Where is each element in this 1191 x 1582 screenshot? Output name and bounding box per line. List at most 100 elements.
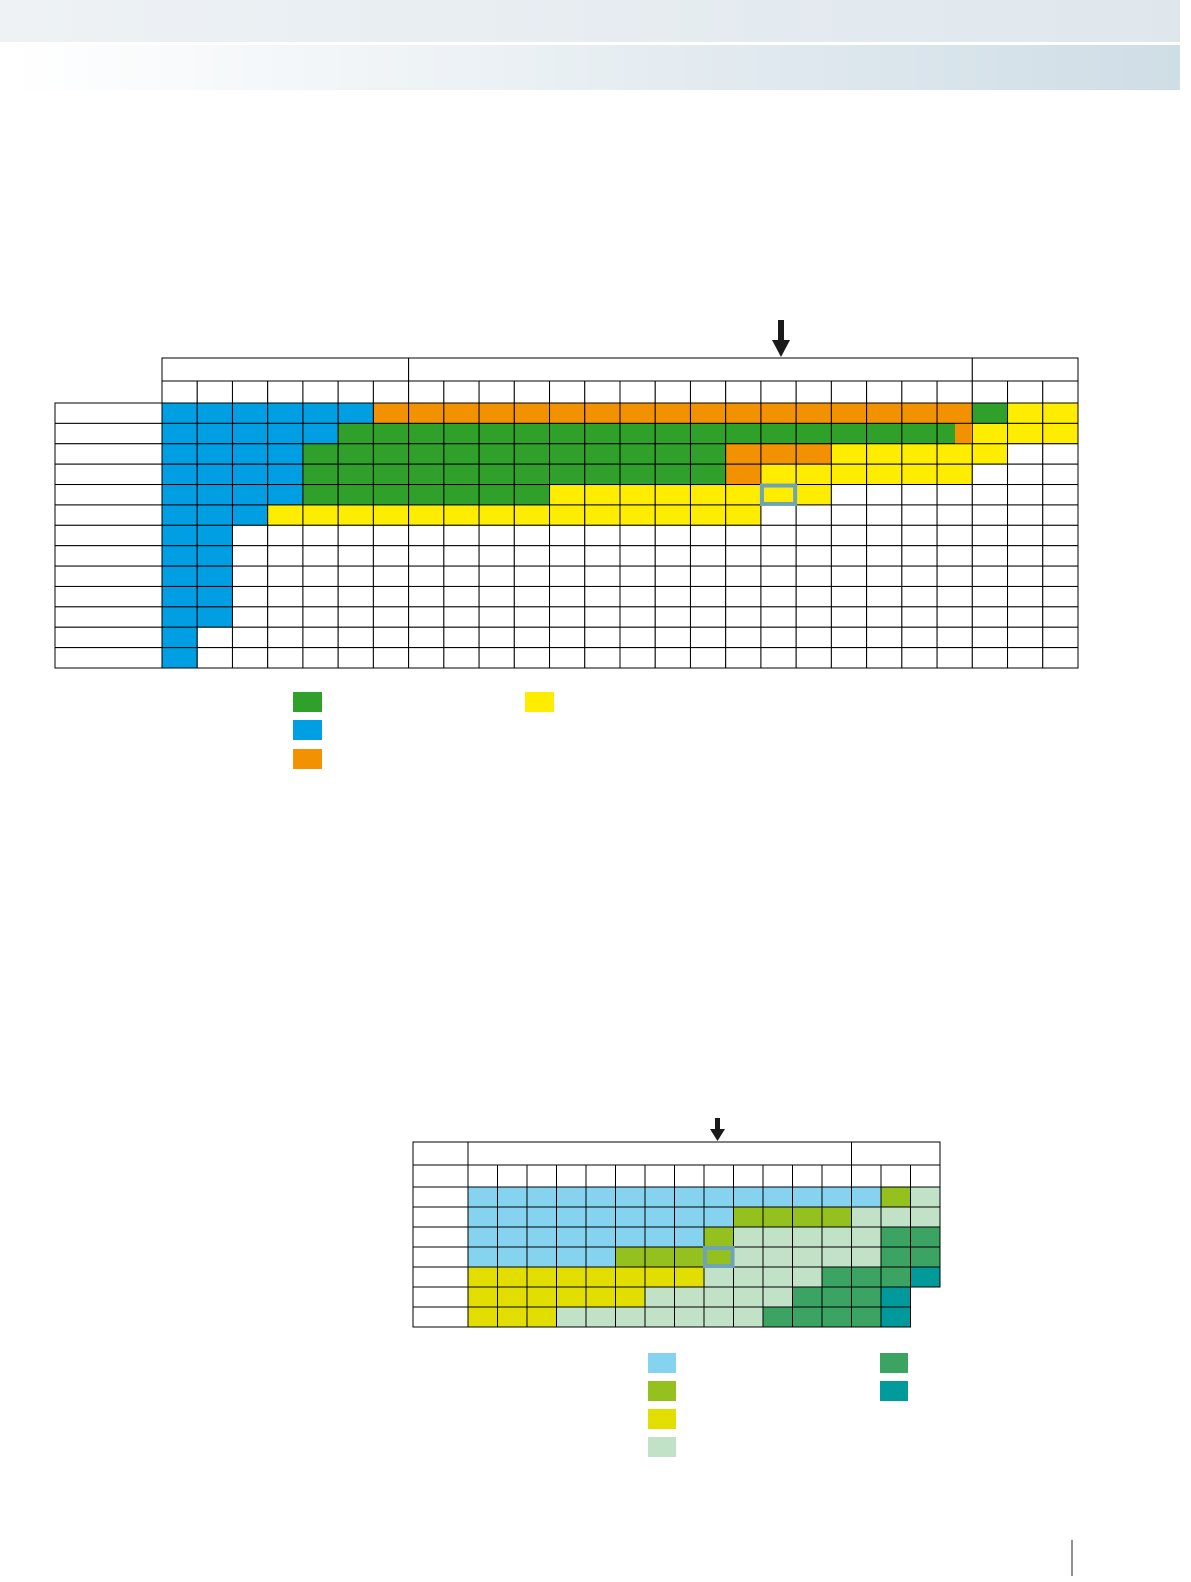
grid-cell <box>443 443 480 465</box>
grid-cell <box>267 626 304 649</box>
grid-cell <box>585 1226 616 1248</box>
grid-cell <box>478 402 515 424</box>
grid-cell <box>412 1164 469 1188</box>
grid-cell <box>302 463 339 486</box>
grid-cell <box>689 524 727 547</box>
grid-cell <box>196 402 233 424</box>
grid-cell <box>703 1306 734 1328</box>
grid-cell <box>161 380 198 404</box>
grid-cell <box>478 484 515 506</box>
grid-cell <box>478 422 515 445</box>
grid-cell <box>971 524 1009 547</box>
grid-cell <box>792 1206 823 1228</box>
grid-cell <box>901 585 938 608</box>
grid-cell <box>443 484 480 506</box>
grid-cell <box>851 1164 882 1188</box>
grid-cell <box>725 380 762 404</box>
grid-cell <box>161 606 198 628</box>
grid-cell <box>760 606 797 628</box>
grid-cell <box>795 606 832 628</box>
grid-cell <box>866 565 903 587</box>
grid-cell <box>971 545 1009 567</box>
grid-cell <box>830 647 868 669</box>
grid-cell <box>412 1141 469 1166</box>
header-band <box>0 0 1180 42</box>
grid-cell <box>851 1246 882 1268</box>
grid-cell <box>644 1186 675 1208</box>
grid-cell <box>556 1226 587 1248</box>
grid-cell <box>584 463 621 486</box>
grid-cell <box>549 565 586 587</box>
legend-swatch <box>880 1353 908 1373</box>
grid-cell <box>54 565 163 587</box>
grid-cell <box>762 1266 793 1288</box>
grid-cell <box>302 647 339 669</box>
grid-cell <box>302 422 339 445</box>
grid-cell <box>851 1186 882 1208</box>
grid-cell <box>1042 585 1079 608</box>
grid-cell <box>513 565 551 587</box>
grid-cell <box>478 585 515 608</box>
grid-cell <box>725 443 762 465</box>
grid-cell <box>556 1246 587 1268</box>
grid-cell <box>910 1164 941 1188</box>
grid-cell <box>467 1226 498 1248</box>
grid-cell <box>725 402 762 424</box>
grid-cell <box>936 443 973 465</box>
grid-cell <box>408 545 445 567</box>
grid-cell <box>231 504 269 526</box>
grid-cell <box>725 422 762 445</box>
grid-cell <box>513 626 551 649</box>
grid-cell <box>615 1266 646 1288</box>
legend-swatch <box>293 692 322 712</box>
grid-cell <box>196 606 233 628</box>
grid-cell <box>689 463 727 486</box>
grid-cell <box>231 422 269 445</box>
grid-cell <box>644 1246 675 1268</box>
grid-cell <box>830 380 868 404</box>
grid-cell <box>830 484 868 506</box>
grid-cell <box>644 1266 675 1288</box>
grid-cell <box>585 1186 616 1208</box>
grid-cell <box>478 606 515 628</box>
grid-cell <box>830 545 868 567</box>
grid-cell <box>337 626 374 649</box>
grid-cell <box>760 626 797 649</box>
grid-cell <box>161 626 198 649</box>
grid-cell <box>1042 380 1079 404</box>
legend-swatch <box>648 1353 676 1373</box>
grid-cell <box>556 1306 587 1328</box>
grid-cell <box>654 402 691 424</box>
grid-cell <box>443 463 480 486</box>
grid-cell <box>497 1286 528 1308</box>
grid-cell <box>654 545 691 567</box>
grid-cell <box>412 1266 469 1288</box>
grid-cell <box>760 565 797 587</box>
grid-cell <box>866 647 903 669</box>
grid-cell <box>795 443 832 465</box>
grid-cell <box>1007 463 1044 486</box>
grid-cell <box>936 606 973 628</box>
grid-cell <box>795 463 832 486</box>
grid-cell <box>880 1286 911 1308</box>
grid-cell <box>513 524 551 547</box>
grid-cell <box>443 524 480 547</box>
grid-cell <box>231 626 269 649</box>
arrow-down <box>710 1129 725 1141</box>
grid-cell <box>792 1186 823 1208</box>
grid-cell <box>231 565 269 587</box>
grid-cell <box>337 380 374 404</box>
grid-cell <box>1007 524 1044 547</box>
grid-cell <box>674 1286 705 1308</box>
grid-cell <box>337 463 374 486</box>
grid-cell <box>408 422 445 445</box>
grid-cell <box>851 1206 882 1228</box>
grid-cell <box>644 1164 675 1188</box>
grid-cell <box>703 1226 734 1248</box>
grid-cell <box>971 402 1009 424</box>
grid-cell <box>619 463 656 486</box>
grid-cell <box>703 1206 734 1228</box>
grid-cell <box>674 1306 705 1328</box>
grid-cell <box>372 380 410 404</box>
grid-cell <box>795 565 832 587</box>
